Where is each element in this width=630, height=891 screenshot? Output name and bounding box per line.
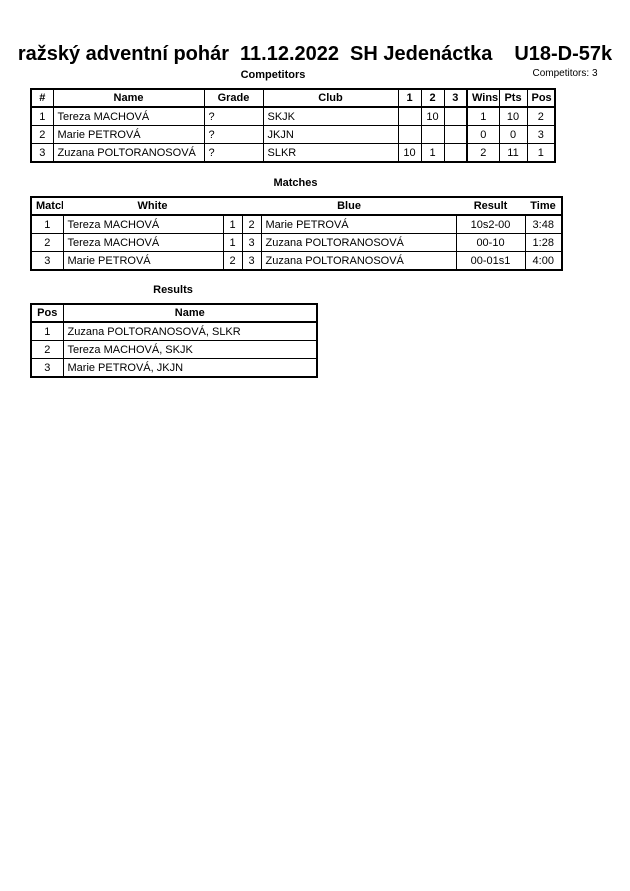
results-table: Pos Name 1 Zuzana POLTORANOSOVÁ, SLKR 2 … [30,303,318,378]
competitor-name: Zuzana POLTORANOSOVÁ [52,143,205,163]
result-name: Zuzana POLTORANOSOVÁ, SLKR [62,321,318,341]
col-header-pts: Pts [498,88,528,108]
match-white-number: 2 [222,251,243,271]
matches-table: Match White Blue Result Time 1 Tereza MA… [30,196,564,271]
match-time: 3:48 [524,214,563,234]
col-header-club: Club [262,88,399,108]
competitor-match-1 [397,125,422,144]
competitor-pos: 2 [526,106,556,126]
match-blue-name: Marie PETROVÁ [260,214,457,234]
result-position: 2 [30,340,64,359]
competitor-match-1 [397,106,422,126]
match-white-name: Tereza MACHOVÁ [62,214,224,234]
col-header-white: White [63,196,243,216]
results-section-caption: Results [153,284,193,296]
col-header-blue: Blue [242,196,457,216]
competitor-pos: 1 [526,143,556,163]
result-name: Marie PETROVÁ, JKJN [62,358,318,378]
match-blue-number: 3 [241,251,262,271]
match-time: 4:00 [524,251,563,271]
table-row: 1 Tereza MACHOVÁ ? SKJK 10 1 10 2 [30,106,556,126]
table-row: 2 Tereza MACHOVÁ 1 3 Zuzana POLTORANOSOV… [30,233,563,252]
match-white-name: Tereza MACHOVÁ [62,233,224,252]
table-row: 2 Tereza MACHOVÁ, SKJK [30,340,318,359]
table-row: 3 Marie PETROVÁ, JKJN [30,358,318,378]
competitor-match-3 [443,125,468,144]
competitor-match-1: 10 [397,143,422,163]
col-header-time: Time [525,196,564,216]
col-header-result: Result [456,196,526,216]
result-position: 3 [30,358,64,378]
col-header-grade: Grade [203,88,264,108]
match-number: 2 [30,233,64,252]
col-header-pos: Pos [30,303,64,323]
competitor-club: SKJK [262,106,399,126]
matches-header-row: Match White Blue Result Time [30,196,564,216]
competitors-table: # Name Grade Club 1 2 3 Wins Pts Pos 1 T… [30,88,556,163]
competitor-wins: 2 [466,143,500,163]
col-header-wins: Wins [466,88,500,108]
col-header-match-3: 3 [443,88,468,108]
competitor-club: JKJN [262,125,399,144]
col-header-match: Match [30,196,63,216]
table-row: 2 Marie PETROVÁ ? JKJN 0 0 3 [30,125,556,144]
table-row: 1 Zuzana POLTORANOSOVÁ, SLKR [30,321,318,341]
competitor-match-3 [443,143,468,163]
col-header-pos: Pos [526,88,556,108]
table-row: 1 Tereza MACHOVÁ 1 2 Marie PETROVÁ 10s2-… [30,214,563,234]
event-category: U18-D-57k [514,43,613,65]
competitor-match-2: 1 [420,143,445,163]
match-number: 1 [30,214,64,234]
match-white-number: 1 [222,233,243,252]
competitors-section-caption: Competitors [240,69,306,81]
competitors-count: Competitors: 3 [532,68,598,79]
competitor-pts: 11 [498,143,528,163]
competitor-name: Marie PETROVÁ [52,125,205,144]
match-white-number: 1 [222,214,243,234]
match-result: 10s2-00 [455,214,526,234]
table-row: 3 Zuzana POLTORANOSOVÁ ? SLKR 10 1 2 11 … [30,143,556,163]
result-name: Tereza MACHOVÁ, SKJK [62,340,318,359]
col-header-match-1: 1 [397,88,422,108]
competitor-grade: ? [203,106,264,126]
col-header-match-2: 2 [420,88,445,108]
competitor-pos: 3 [526,125,556,144]
competitor-name: Tereza MACHOVÁ [52,106,205,126]
event-date: 11.12.2022 [240,43,340,65]
match-result: 00-10 [455,233,526,252]
competitor-pts: 0 [498,125,528,144]
event-name: ražský adventní pohár [17,43,230,65]
result-position: 1 [30,321,64,341]
competitor-match-3 [443,106,468,126]
col-header-name: Name [52,88,205,108]
competitor-club: SLKR [262,143,399,163]
competitor-number: 3 [30,143,54,163]
competitor-number: 2 [30,125,54,144]
competitor-wins: 0 [466,125,500,144]
match-white-name: Marie PETROVÁ [62,251,224,271]
results-header-row: Pos Name [30,303,318,323]
match-result: 00-01s1 [455,251,526,271]
competitor-match-2 [420,125,445,144]
col-header-name: Name [62,303,318,323]
match-number: 3 [30,251,64,271]
competitor-pts: 10 [498,106,528,126]
event-title-band: ražský adventní pohár 11.12.2022 SH Jedená… [0,42,630,68]
competitor-wins: 1 [466,106,500,126]
competitor-number: 1 [30,106,54,126]
match-blue-name: Zuzana POLTORANOSOVÁ [260,251,457,271]
competitors-header-row: # Name Grade Club 1 2 3 Wins Pts Pos [30,88,556,108]
matches-section-caption: Matches [273,177,318,189]
table-row: 3 Marie PETROVÁ 2 3 Zuzana POLTORANOSOVÁ… [30,251,563,271]
event-venue: SH Jedenáctka [350,43,493,65]
match-blue-number: 3 [241,233,262,252]
competitor-grade: ? [203,125,264,144]
match-blue-name: Zuzana POLTORANOSOVÁ [260,233,457,252]
match-time: 1:28 [524,233,563,252]
competitor-match-2: 10 [420,106,445,126]
col-header-number: # [30,88,54,108]
match-blue-number: 2 [241,214,262,234]
competitor-grade: ? [203,143,264,163]
event-title: ražský adventní pohár 11.12.2022 SH Jedená… [18,42,612,67]
